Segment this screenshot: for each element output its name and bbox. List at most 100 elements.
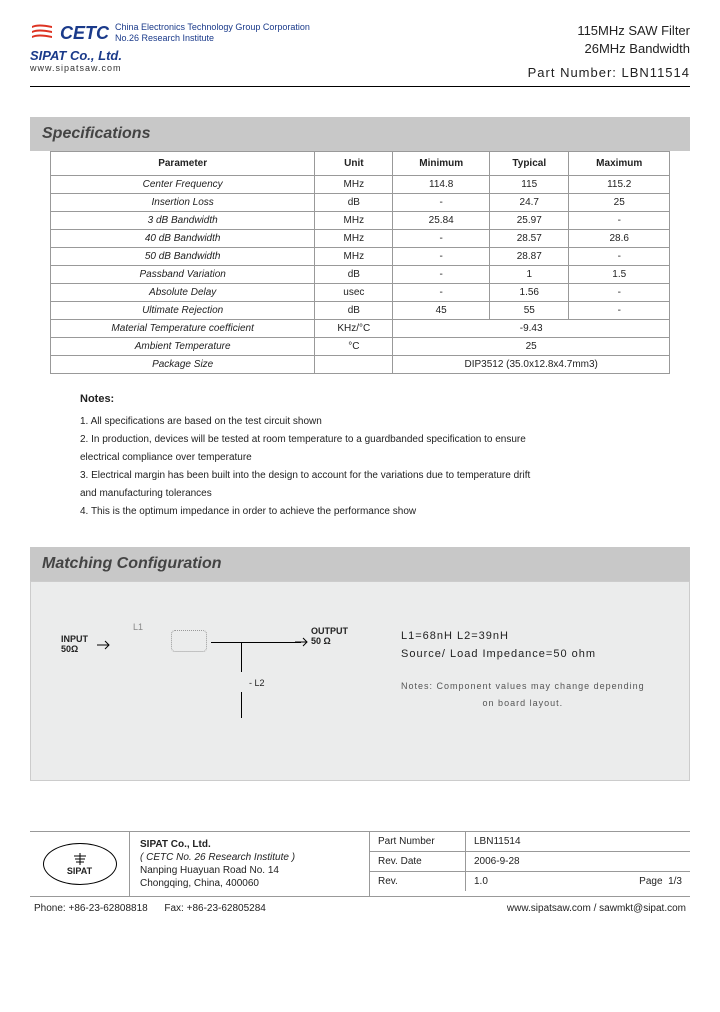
l1-label: L1 <box>133 622 143 632</box>
table-cell: dB <box>315 193 393 211</box>
specifications-section: Specifications ParameterUnitMinimumTypic… <box>30 117 690 374</box>
table-cell: MHz <box>315 247 393 265</box>
cetc-line1: China Electronics Technology Group Corpo… <box>115 22 310 33</box>
table-cell: 115 <box>490 175 569 193</box>
date-value: 2006-9-28 <box>474 856 520 867</box>
cetc-logo: CETC <box>30 22 109 44</box>
rev-label: Rev. <box>370 872 466 891</box>
sipat-company: SIPAT Co., Ltd. <box>30 48 310 63</box>
notes-section: Notes: 1. All specifications are based o… <box>80 390 640 522</box>
table-cell: 28.57 <box>490 229 569 247</box>
cetc-description: China Electronics Technology Group Corpo… <box>115 22 310 44</box>
matching-section: Matching Configuration INPUT 50Ω L1 - L2 <box>30 547 690 781</box>
footer-block: SIPAT SIPAT Co., Ltd. ( CETC No. 26 Rese… <box>30 831 690 897</box>
page-header: CETC China Electronics Technology Group … <box>30 22 690 87</box>
table-cell: 28.6 <box>569 229 670 247</box>
bottom-contact: Phone: +86-23-62808818 Fax: +86-23-62805… <box>30 897 690 920</box>
table-cell: 45 <box>393 301 490 319</box>
sipat-logo: SIPAT <box>43 843 117 885</box>
note-line: 1. All specifications are based on the t… <box>80 413 640 431</box>
pn-label: Part Number <box>370 832 466 851</box>
circuit-diagram: INPUT 50Ω L1 - L2 OUTPUT 50 Ω <box>61 602 381 742</box>
input-impedance: 50Ω <box>61 644 88 654</box>
table-row: Absolute Delayusec-1.56- <box>51 283 670 301</box>
table-cell: 1.5 <box>569 265 670 283</box>
phone: Phone: +86-23-62808818 <box>34 903 148 914</box>
spec-header: Maximum <box>569 151 670 175</box>
output-label: OUTPUT <box>311 626 348 636</box>
spec-header: Minimum <box>393 151 490 175</box>
table-cell: 114.8 <box>393 175 490 193</box>
l2-label: L2 <box>255 678 265 688</box>
arrow-icon <box>295 637 311 647</box>
notes-title: Notes: <box>80 390 640 410</box>
table-cell: - <box>569 283 670 301</box>
table-cell: 28.87 <box>490 247 569 265</box>
table-row: Insertion LossdB-24.725 <box>51 193 670 211</box>
table-cell: MHz <box>315 211 393 229</box>
output-impedance: 50 Ω <box>311 636 348 646</box>
table-cell: 115.2 <box>569 175 670 193</box>
part-number: Part Number: LBN11514 <box>528 64 690 82</box>
table-cell: usec <box>315 283 393 301</box>
table-cell: Material Temperature coefficient <box>51 319 315 337</box>
table-cell: - <box>393 229 490 247</box>
circuit-note-1: Notes: Component values may change depen… <box>401 678 645 694</box>
sipat-url: www.sipatsaw.com <box>30 63 310 73</box>
table-row: 40 dB BandwidthMHz-28.5728.6 <box>51 229 670 247</box>
table-row: Center FrequencyMHz114.8115115.2 <box>51 175 670 193</box>
table-cell: 24.7 <box>490 193 569 211</box>
table-cell: Ultimate Rejection <box>51 301 315 319</box>
product-title-1: 115MHz SAW Filter <box>528 22 690 40</box>
table-cell: 50 dB Bandwidth <box>51 247 315 265</box>
table-cell: 25.97 <box>490 211 569 229</box>
fax: Fax: +86-23-62805284 <box>164 903 265 914</box>
spec-table: ParameterUnitMinimumTypicalMaximum Cente… <box>50 151 670 374</box>
table-row: Ultimate RejectiondB4555- <box>51 301 670 319</box>
sipat-icon <box>70 852 90 866</box>
footer-meta: Part Number LBN11514 Rev. Date 2006-9-28… <box>370 832 690 896</box>
input-label: INPUT <box>61 634 88 644</box>
table-row: Passband VariationdB-11.5 <box>51 265 670 283</box>
note-line: 3. Electrical margin has been built into… <box>80 467 640 485</box>
web-contact: www.sipatsaw.com / sawmkt@sipat.com <box>507 903 686 914</box>
footer-addr2: Chongqing, China, 400060 <box>140 877 359 890</box>
table-cell: MHz <box>315 175 393 193</box>
spec-header: Typical <box>490 151 569 175</box>
sipat-logo-text: SIPAT <box>67 866 92 876</box>
page-value: 1/3 <box>668 876 682 887</box>
table-cell: KHz/°C <box>315 319 393 337</box>
date-label: Rev. Date <box>370 852 466 871</box>
rev-value: 1.0 <box>474 876 488 887</box>
matching-title: Matching Configuration <box>30 547 690 581</box>
table-cell: Ambient Temperature <box>51 337 315 355</box>
table-cell: Insertion Loss <box>51 193 315 211</box>
footer-address: SIPAT Co., Ltd. ( CETC No. 26 Research I… <box>130 832 370 896</box>
impedance-note: Source/ Load Impedance=50 ohm <box>401 648 645 660</box>
note-line: and manufacturing tolerances <box>80 485 640 503</box>
table-row: 50 dB BandwidthMHz-28.87- <box>51 247 670 265</box>
table-cell: Center Frequency <box>51 175 315 193</box>
table-row: 3 dB BandwidthMHz25.8425.97- <box>51 211 670 229</box>
footer-addr1: Nanping Huayuan Road No. 14 <box>140 864 359 877</box>
table-row: Package SizeDIP3512 (35.0x12.8x4.7mm3) <box>51 355 670 373</box>
spec-title: Specifications <box>30 117 690 151</box>
table-cell: 55 <box>490 301 569 319</box>
table-cell: 1 <box>490 265 569 283</box>
spec-header: Unit <box>315 151 393 175</box>
table-cell: - <box>569 211 670 229</box>
table-cell: 3 dB Bandwidth <box>51 211 315 229</box>
page-label: Page <box>639 876 662 887</box>
circuit-note-2: on board layout. <box>401 695 645 711</box>
table-cell: Passband Variation <box>51 265 315 283</box>
table-cell <box>315 355 393 373</box>
table-cell: - <box>569 301 670 319</box>
arrow-icon <box>97 640 113 650</box>
cetc-line2: No.26 Research Institute <box>115 33 310 44</box>
table-cell: - <box>569 247 670 265</box>
table-cell: 1.56 <box>490 283 569 301</box>
table-cell: DIP3512 (35.0x12.8x4.7mm3) <box>393 355 670 373</box>
table-cell: - <box>393 283 490 301</box>
table-cell: -9.43 <box>393 319 670 337</box>
table-cell: 25 <box>569 193 670 211</box>
